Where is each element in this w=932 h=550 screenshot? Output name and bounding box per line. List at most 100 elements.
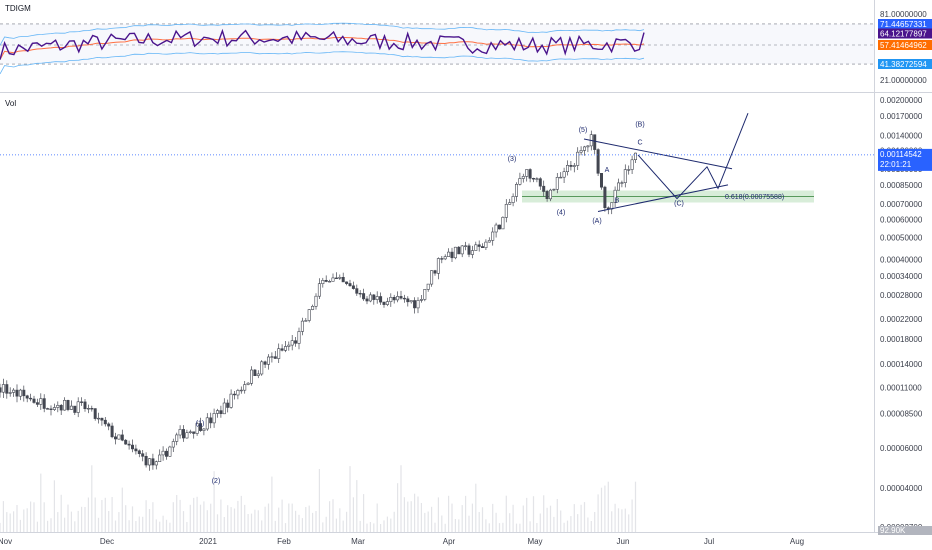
candle-body xyxy=(525,169,529,177)
candle-body xyxy=(569,165,573,167)
volume-bar xyxy=(628,514,630,532)
candle-body xyxy=(450,251,454,259)
elliott-wave-drawings[interactable] xyxy=(0,113,874,212)
volume-bar xyxy=(312,512,314,532)
volume-bar xyxy=(580,504,582,532)
volume-bar xyxy=(539,513,541,532)
volume-bar xyxy=(176,495,178,532)
volume-bar xyxy=(9,513,11,532)
volume-bar xyxy=(271,476,273,532)
candle-body xyxy=(613,189,617,203)
wave-label: (3) xyxy=(508,156,517,163)
volume-bar xyxy=(2,501,4,532)
candle-body xyxy=(572,165,576,167)
volume-bar xyxy=(536,523,538,532)
price-axis-label: 0.00018000 xyxy=(880,335,923,344)
candle-body xyxy=(542,185,546,192)
candle-body xyxy=(334,277,338,279)
candle-body xyxy=(348,283,352,287)
volume-bar xyxy=(624,508,626,532)
candle-body xyxy=(199,423,203,431)
indicator-value-badge xyxy=(878,40,932,50)
volume-bar xyxy=(583,502,586,532)
volume-bar xyxy=(560,510,562,532)
volume-bar xyxy=(532,496,535,532)
volume-bar xyxy=(308,505,310,532)
volume-bar xyxy=(57,512,59,532)
candle-body xyxy=(226,402,230,408)
candle-body xyxy=(518,178,522,185)
candle-body xyxy=(324,279,328,282)
volume-bar xyxy=(410,501,412,532)
volume-bar xyxy=(444,523,446,532)
candle-body xyxy=(501,217,505,230)
candle-body xyxy=(73,405,77,413)
candle-body xyxy=(42,398,46,409)
volume-bar xyxy=(94,497,96,532)
wave-label: (4) xyxy=(557,210,566,217)
candle-body xyxy=(117,434,121,440)
volume-bar xyxy=(172,502,174,532)
price-axis-label: 0.00070000 xyxy=(880,200,923,209)
candle-body xyxy=(195,423,199,434)
candle-body xyxy=(555,177,559,190)
volume-bar xyxy=(427,511,429,532)
volume-bar xyxy=(145,500,147,532)
volume-bar xyxy=(196,496,198,532)
volume-bar xyxy=(233,508,236,532)
candle-body xyxy=(453,246,457,259)
wave-labels: (1) (2) (3) (4) (5) (A) (B) (C) A B C xyxy=(196,122,684,486)
volume-bar xyxy=(189,504,191,532)
candle-body xyxy=(29,397,33,400)
volume-bar xyxy=(363,494,365,532)
price-axis-label: 0.00011000 xyxy=(880,384,922,393)
volume-bar xyxy=(114,520,117,532)
volume-bar xyxy=(468,515,470,532)
volume-bar xyxy=(267,503,270,532)
volume-bar xyxy=(121,487,123,532)
countdown-label: 22:01:21 xyxy=(880,160,912,169)
candle-body xyxy=(5,384,9,394)
volume-bar xyxy=(553,516,555,532)
volume-bar xyxy=(274,520,276,532)
candle-body xyxy=(464,245,468,247)
volume-bar xyxy=(240,495,242,532)
candle-body xyxy=(616,182,620,191)
candle-body xyxy=(552,188,556,191)
volume-bar xyxy=(437,497,439,532)
candle-body xyxy=(154,461,158,466)
candle-body xyxy=(134,448,138,452)
candle-body xyxy=(18,389,22,397)
candle-body xyxy=(528,169,532,179)
candle-body xyxy=(565,165,569,173)
volume-bar xyxy=(352,497,354,532)
price-axis-label: 0.00008500 xyxy=(880,409,923,418)
candle-body xyxy=(178,429,182,436)
volume-bar xyxy=(322,522,324,532)
candle-body xyxy=(494,224,498,233)
volume-bar xyxy=(509,513,511,532)
volume-bar xyxy=(417,496,419,532)
price-axis[interactable]: 0.002000000.001700000.001400000.00120000… xyxy=(878,96,932,535)
candle-body xyxy=(66,399,70,410)
volume-bar xyxy=(393,511,395,532)
volume-bar xyxy=(50,518,52,532)
volume-bar xyxy=(607,481,609,532)
volume-bar xyxy=(87,497,89,532)
candle-body xyxy=(399,296,403,299)
volume-bar xyxy=(213,471,215,532)
volume-bar xyxy=(81,506,83,532)
volume-bar xyxy=(77,510,79,532)
candle-body xyxy=(586,145,590,148)
candle-body xyxy=(168,446,172,457)
volume-bar xyxy=(549,505,552,532)
fib-zone: 0.618(0.00075588) xyxy=(522,190,814,203)
volume-bar xyxy=(407,501,409,532)
candle-body xyxy=(392,296,396,301)
volume-bar xyxy=(104,497,106,532)
volume-bar xyxy=(30,501,32,532)
time-axis[interactable]: Nov Dec 2021 Feb Mar Apr May Jun Jul Aug xyxy=(0,537,804,546)
current-price-badge xyxy=(878,148,932,171)
